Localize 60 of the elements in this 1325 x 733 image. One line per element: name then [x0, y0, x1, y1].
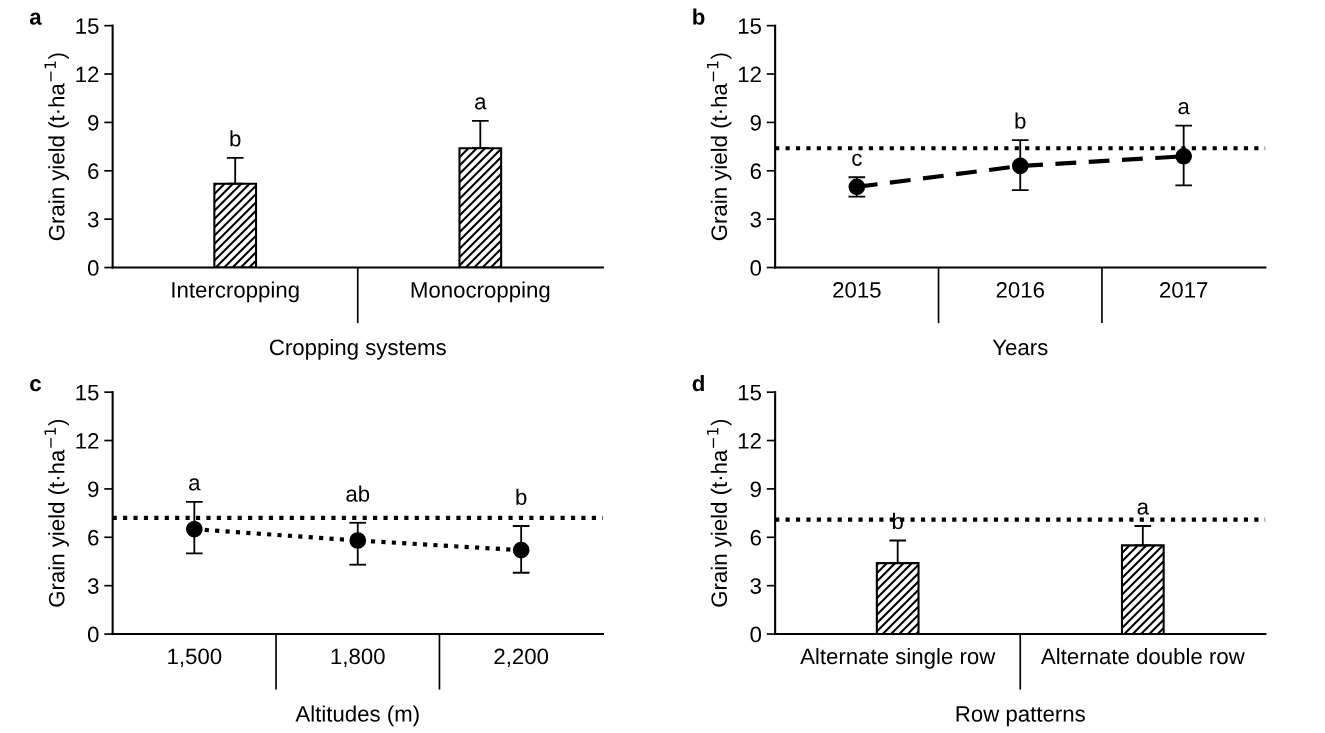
- annotation: b: [1015, 112, 1026, 129]
- y-tick-label: 12: [738, 66, 761, 83]
- y-tick-label: 3: [750, 578, 761, 594]
- y-tick-label: 6: [88, 163, 99, 180]
- y-axis-title: Grain yield (t·ha$^{−1}$): [44, 419, 69, 607]
- y-tick-label: 15: [738, 384, 761, 401]
- point: [185, 520, 203, 538]
- x-tick-label: Alternate single row: [800, 647, 996, 669]
- y-tick-label: 12: [76, 433, 99, 449]
- annotation: a: [475, 97, 487, 110]
- y-tick-label: 3: [750, 211, 761, 228]
- x-tick-label: Intercropping: [172, 281, 299, 303]
- annotation: b: [230, 130, 241, 147]
- y-axis-title: Grain yield (t·ha$^{−1}$): [706, 419, 732, 607]
- y-tick-label: 9: [88, 114, 99, 131]
- y-tick-label: 0: [750, 260, 762, 276]
- chart-title: c: [30, 379, 41, 392]
- y-tick-label: 9: [750, 114, 761, 131]
- x-axis-title: Years: [992, 339, 1048, 356]
- y-tick-label: 9: [750, 481, 761, 498]
- x-tick-label: 1,800: [331, 648, 385, 667]
- x-tick-label: 2016: [996, 282, 1044, 298]
- y-axis-title: Grain yield (t·ha$^{−1}$): [44, 53, 69, 241]
- x-tick-label: Monocropping: [411, 281, 550, 303]
- chart-title: d: [692, 374, 704, 392]
- point: [1011, 157, 1029, 175]
- annotation: b: [516, 488, 527, 505]
- y-tick-label: 9: [88, 481, 99, 498]
- y-tick-label: 6: [750, 529, 761, 546]
- y-tick-label: 15: [76, 384, 99, 401]
- annotation: c: [852, 153, 862, 166]
- point: [1175, 147, 1193, 165]
- x-tick-label: 2015: [833, 282, 881, 298]
- annotation: a: [1178, 102, 1190, 115]
- y-axis-title: Grain yield (t·ha$^{−1}$): [706, 53, 732, 241]
- y-tick-label: 0: [87, 626, 99, 643]
- point: [349, 532, 367, 549]
- annotation: ab: [346, 485, 370, 502]
- annotation: a: [1137, 502, 1149, 515]
- y-tick-label: 6: [88, 529, 99, 546]
- chart-title: a: [29, 12, 42, 25]
- y-tick-label: 12: [76, 66, 99, 83]
- x-axis-title: Row patterns: [956, 706, 1085, 727]
- y-tick-label: 15: [738, 18, 761, 34]
- x-tick-label: Alternate double row: [1040, 647, 1245, 665]
- y-tick-label: 3: [87, 211, 99, 228]
- y-tick-label: 0: [750, 626, 762, 643]
- annotation: a: [189, 478, 201, 491]
- x-tick-label: 2,200: [494, 648, 549, 667]
- y-tick-label: 12: [738, 433, 761, 449]
- y-tick-label: 0: [87, 260, 99, 276]
- y-tick-label: 6: [750, 163, 761, 180]
- x-axis-title: Altitudes (m): [295, 705, 419, 727]
- y-tick-label: 15: [76, 18, 99, 34]
- x-tick-label: 2017: [1160, 282, 1208, 298]
- chart-title: b: [693, 8, 705, 25]
- x-tick-label: 1,500: [168, 648, 222, 667]
- y-tick-label: 3: [87, 578, 99, 594]
- point: [512, 541, 530, 559]
- x-axis-title: Cropping systems: [269, 338, 446, 360]
